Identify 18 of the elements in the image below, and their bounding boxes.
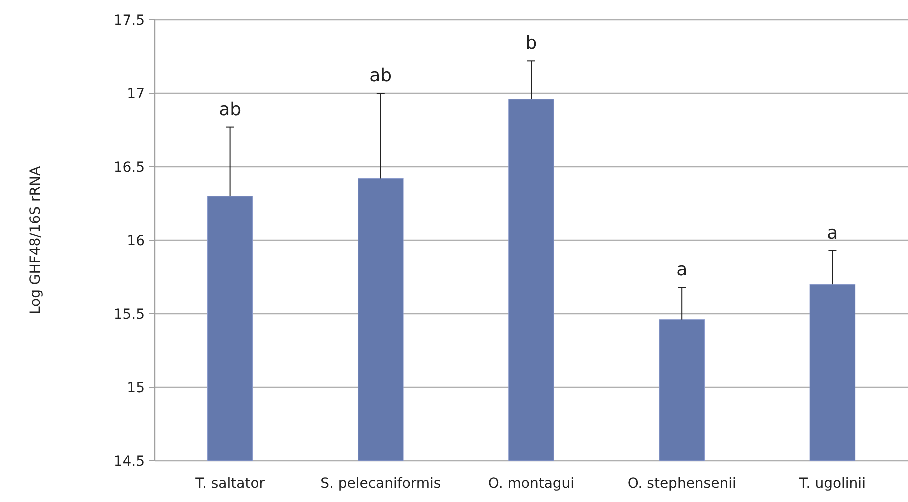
- y-tick-label: 17.5: [114, 12, 145, 29]
- y-axis-title: Log GHF48/16S rRNA: [28, 166, 44, 315]
- x-tick-label: O. montagui: [488, 476, 575, 492]
- y-tick-label: 17: [127, 86, 145, 102]
- y-tick-label: 14.5: [114, 454, 145, 470]
- y-tick-label: 15: [127, 380, 145, 396]
- y-tick-label: 15.5: [114, 306, 145, 323]
- y-tick-label: 16.5: [114, 160, 145, 176]
- annotation: a: [827, 222, 838, 244]
- x-tick-label: T. saltator: [194, 476, 266, 492]
- x-tick-label: T. ugolinii: [798, 476, 866, 492]
- annotation: b: [526, 33, 538, 54]
- x-tick-label: S. pelecaniformis: [320, 476, 442, 492]
- annotation: a: [676, 260, 688, 281]
- annotation: ab: [370, 66, 392, 86]
- annotation: ab: [219, 99, 242, 120]
- x-tick-label: O. stephensenii: [628, 476, 736, 492]
- y-tick-label: 16: [127, 233, 146, 250]
